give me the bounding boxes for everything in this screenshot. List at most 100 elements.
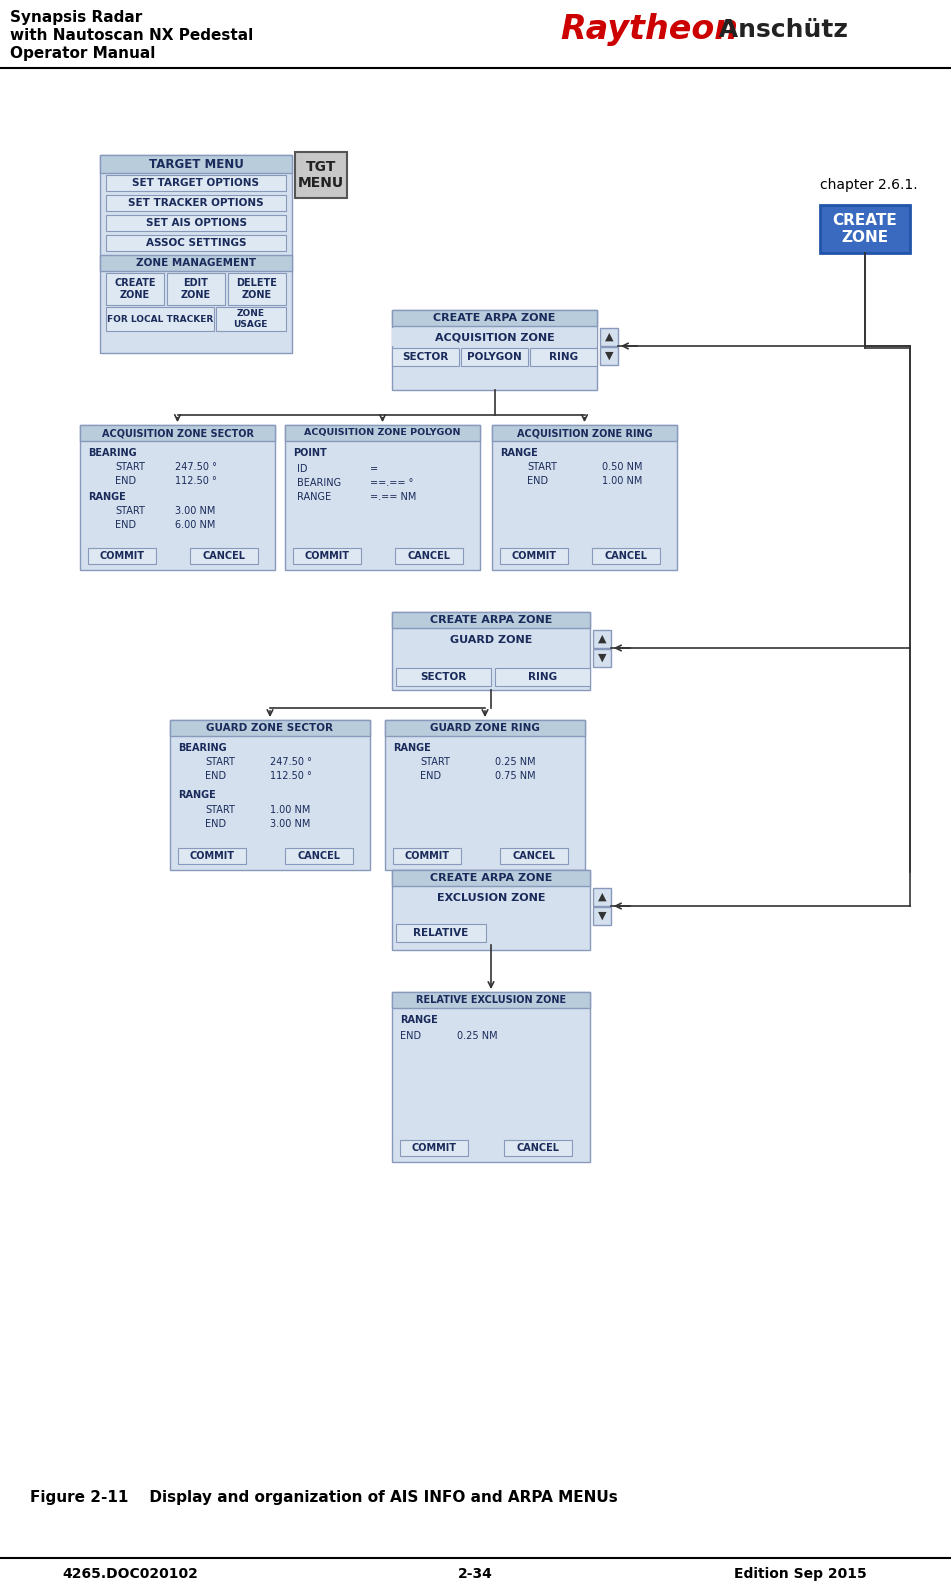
Text: CANCEL: CANCEL [605,550,648,562]
Bar [392,328,597,345]
Text: END: END [527,476,548,485]
Text: ▲: ▲ [605,333,613,342]
Bar [530,348,597,366]
Text: RING: RING [549,352,578,363]
Text: COMMIT: COMMIT [100,550,145,562]
Bar [228,274,286,305]
Text: END: END [420,772,441,781]
Text: START: START [205,757,235,767]
Text: DELETE
ZONE: DELETE ZONE [237,278,278,299]
Text: 112.50 °: 112.50 ° [270,772,312,781]
Text: 3.00 NM: 3.00 NM [270,819,310,829]
Text: TGT
MENU: TGT MENU [298,161,344,189]
Bar [88,547,156,563]
Bar [396,924,486,942]
Text: 6.00 NM: 6.00 NM [175,520,215,530]
Bar [106,215,286,231]
Text: 112.50 °: 112.50 ° [175,476,217,485]
Text: 2-34: 2-34 [457,1567,493,1581]
Bar [190,547,258,563]
Bar [385,721,585,737]
Bar [500,848,568,864]
Text: CANCEL: CANCEL [516,1142,559,1153]
Bar [285,425,480,441]
Bar [106,235,286,251]
Text: 247.50 °: 247.50 ° [175,461,217,473]
Bar [80,425,275,441]
Bar [392,993,590,1009]
Text: ▼: ▼ [598,652,606,663]
Text: COMMIT: COMMIT [404,851,450,861]
Bar [593,649,611,667]
Text: 3.00 NM: 3.00 NM [175,506,215,515]
Text: RANGE: RANGE [297,492,331,503]
Text: EDIT
ZONE: EDIT ZONE [181,278,211,299]
Text: START: START [115,461,145,473]
Text: SECTOR: SECTOR [420,671,467,683]
Text: END: END [115,520,136,530]
Text: ACQUISITION ZONE: ACQUISITION ZONE [435,333,554,342]
Text: RANGE: RANGE [178,791,216,800]
Text: Synapsis Radar: Synapsis Radar [10,10,143,25]
Text: with Nautoscan NX Pedestal: with Nautoscan NX Pedestal [10,29,253,43]
Text: GUARD ZONE RING: GUARD ZONE RING [430,722,540,733]
Text: 247.50 °: 247.50 ° [270,757,312,767]
Bar [167,274,225,305]
Bar [492,425,677,570]
Bar [393,848,461,864]
Text: chapter 2.6.1.: chapter 2.6.1. [820,178,918,193]
Bar [392,310,597,390]
Text: END: END [205,772,226,781]
Text: 4265.DOC020102: 4265.DOC020102 [62,1567,198,1581]
Bar [392,348,458,366]
Text: START: START [527,461,557,473]
Bar [385,721,585,870]
Text: RING: RING [528,671,557,683]
Text: ▲: ▲ [598,893,606,902]
Bar [600,328,618,345]
Text: START: START [205,805,235,815]
Text: RELATIVE EXCLUSION ZONE: RELATIVE EXCLUSION ZONE [416,994,566,1006]
Bar [106,175,286,191]
Bar [600,347,618,364]
Bar [106,274,164,305]
Bar [495,668,590,686]
Text: ==.== °: ==.== ° [370,477,414,488]
Text: FOR LOCAL TRACKER: FOR LOCAL TRACKER [107,315,213,323]
Text: ASSOC SETTINGS: ASSOC SETTINGS [146,239,246,248]
Text: Figure 2-11    Display and organization of AIS INFO and ARPA MENUs: Figure 2-11 Display and organization of … [30,1491,618,1505]
Bar [392,870,590,950]
Text: CREATE ARPA ZONE: CREATE ARPA ZONE [430,873,553,883]
Text: COMMIT: COMMIT [412,1142,456,1153]
Bar [170,721,370,870]
Text: START: START [115,506,145,515]
Text: 1.00 NM: 1.00 NM [602,476,642,485]
Text: 1.00 NM: 1.00 NM [270,805,310,815]
Bar [504,1141,572,1157]
Text: RANGE: RANGE [400,1015,437,1025]
Text: CANCEL: CANCEL [407,550,451,562]
Bar [592,547,660,563]
Text: TARGET MENU: TARGET MENU [148,158,243,170]
Text: CANCEL: CANCEL [203,550,245,562]
Text: Raytheon: Raytheon [560,13,738,46]
Text: CANCEL: CANCEL [513,851,555,861]
Text: RANGE: RANGE [393,743,431,753]
Bar [80,425,275,570]
Bar [293,547,361,563]
Bar [392,613,590,628]
Bar [216,307,286,331]
Text: BEARING: BEARING [88,449,137,458]
Text: ACQUISITION ZONE POLYGON: ACQUISITION ZONE POLYGON [304,428,460,438]
Text: RANGE: RANGE [500,449,537,458]
Text: CANCEL: CANCEL [298,851,340,861]
Bar [593,888,611,905]
Text: ▼: ▼ [598,912,606,921]
Text: GUARD ZONE: GUARD ZONE [450,635,533,644]
Bar [392,993,590,1161]
Bar [100,154,292,173]
Text: RANGE: RANGE [88,492,126,503]
Bar [395,547,463,563]
Bar [820,205,910,253]
Text: END: END [400,1031,421,1041]
